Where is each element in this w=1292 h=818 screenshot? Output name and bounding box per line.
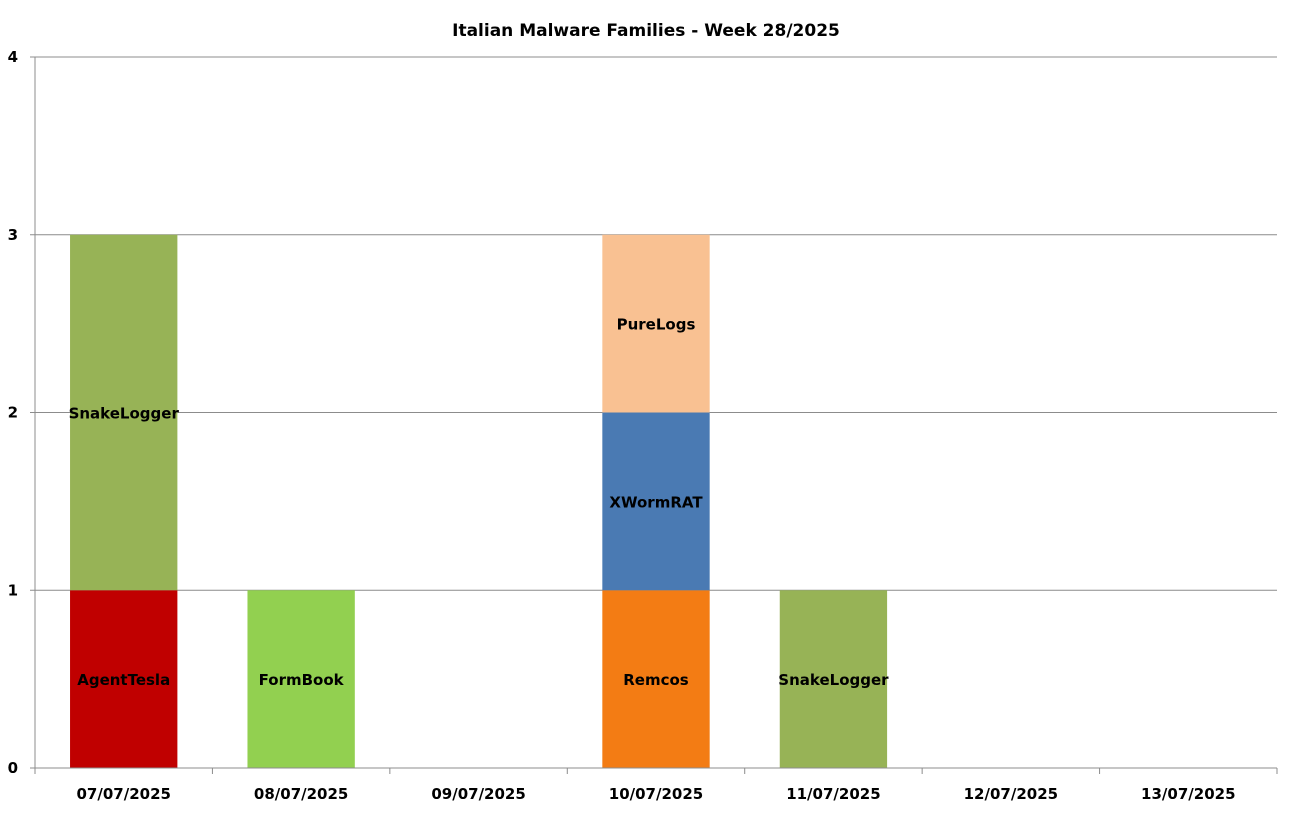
x-tick-label: 07/07/2025 bbox=[76, 785, 170, 803]
y-tick-label: 4 bbox=[8, 48, 18, 66]
y-tick-label: 3 bbox=[8, 226, 18, 244]
bar-segment-label: AgentTesla bbox=[77, 671, 170, 689]
bar-segment-label: FormBook bbox=[259, 671, 345, 689]
bar-segment-snakelogger bbox=[779, 590, 888, 768]
bar-segment-formbook bbox=[247, 590, 355, 768]
axes bbox=[30, 56, 1278, 774]
chart-title: Italian Malware Families - Week 28/2025 bbox=[452, 21, 840, 41]
bar-segment-agenttesla bbox=[70, 590, 178, 768]
x-tick-label: 10/07/2025 bbox=[609, 785, 703, 803]
y-tick-label: 1 bbox=[8, 581, 18, 599]
y-axis-ticks: 0 1 2 3 4 bbox=[8, 48, 18, 777]
x-tick-label: 13/07/2025 bbox=[1141, 785, 1235, 803]
x-tick-label: 12/07/2025 bbox=[964, 785, 1058, 803]
x-tick-label: 09/07/2025 bbox=[431, 785, 525, 803]
bar-segment-xwormrat bbox=[602, 412, 710, 591]
bar-segment-remcos bbox=[602, 590, 710, 768]
x-axis-ticks: 07/07/2025 08/07/2025 09/07/2025 10/07/2025… bbox=[76, 785, 1235, 803]
x-tick-label: 11/07/2025 bbox=[786, 785, 880, 803]
bar-segment-label: SnakeLogger bbox=[69, 405, 180, 423]
bar-segment-label: XWormRAT bbox=[609, 493, 703, 511]
bars: AgentTesla SnakeLogger FormBook Remcos XWorm… bbox=[69, 234, 889, 768]
x-tick-label: 08/07/2025 bbox=[254, 785, 348, 803]
bar-segment-purelogs bbox=[602, 234, 710, 413]
bar-segment-label: Remcos bbox=[623, 671, 689, 689]
bar-segment-label: PureLogs bbox=[617, 316, 696, 334]
bar-segment-snakelogger bbox=[70, 234, 178, 591]
y-tick-label: 0 bbox=[8, 759, 18, 777]
y-tick-label: 2 bbox=[8, 404, 18, 422]
bar-segment-label: SnakeLogger bbox=[778, 671, 889, 689]
